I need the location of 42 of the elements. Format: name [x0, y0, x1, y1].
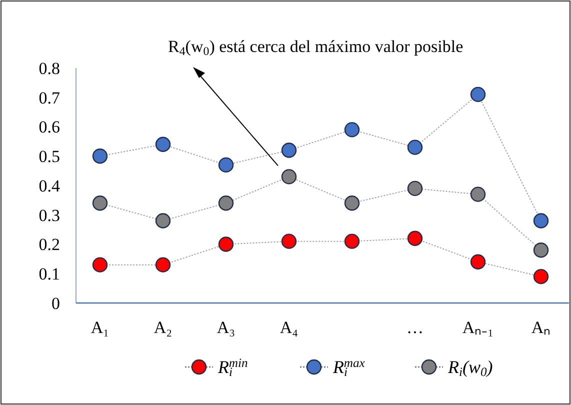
legend-label: R$_{i}$(w$_{0}$) — [447, 357, 493, 380]
point — [155, 136, 171, 152]
point — [344, 234, 360, 249]
y-tick-label: 0.1 — [38, 264, 60, 284]
point — [407, 180, 423, 196]
point — [407, 140, 423, 155]
y-tick-label: 0.4 — [38, 176, 60, 196]
point — [470, 254, 486, 270]
point — [155, 213, 171, 228]
x-tick-label: A₁ — [90, 318, 110, 337]
y-tick-label: 0.3 — [38, 206, 60, 225]
x-tick-label: … — [406, 318, 424, 337]
point — [344, 122, 360, 138]
point — [218, 196, 234, 211]
point — [533, 242, 549, 258]
point — [533, 213, 549, 228]
point — [470, 86, 486, 102]
point — [344, 196, 360, 211]
point — [281, 169, 297, 184]
point — [407, 230, 423, 246]
point — [92, 148, 108, 164]
x-tick-label: Aₙ₋₁ — [462, 318, 494, 337]
point — [218, 236, 234, 252]
point — [218, 157, 234, 173]
point — [281, 234, 297, 249]
x-tick-label: A₄ — [280, 318, 298, 337]
x-tick-label: Aₙ — [531, 318, 551, 337]
y-tick-label: 0.5 — [38, 147, 60, 166]
x-tick-label: A₃ — [216, 318, 236, 337]
text: R$_{4}$(w$_{0}$) está cerca del máximo valor posible — [168, 37, 464, 58]
point — [533, 268, 549, 284]
y-tick-label: 0.8 — [38, 58, 60, 78]
point — [92, 257, 108, 272]
y-tick-label: 0.7 — [38, 88, 60, 108]
point — [281, 142, 297, 158]
point — [470, 186, 486, 202]
point — [92, 196, 108, 211]
point — [155, 257, 171, 272]
y-tick-label: 0.6 — [38, 118, 60, 137]
y-tick-label: 0 — [52, 294, 60, 313]
y-tick-label: 0.2 — [38, 235, 60, 254]
x-tick-label: A₂ — [154, 318, 172, 337]
